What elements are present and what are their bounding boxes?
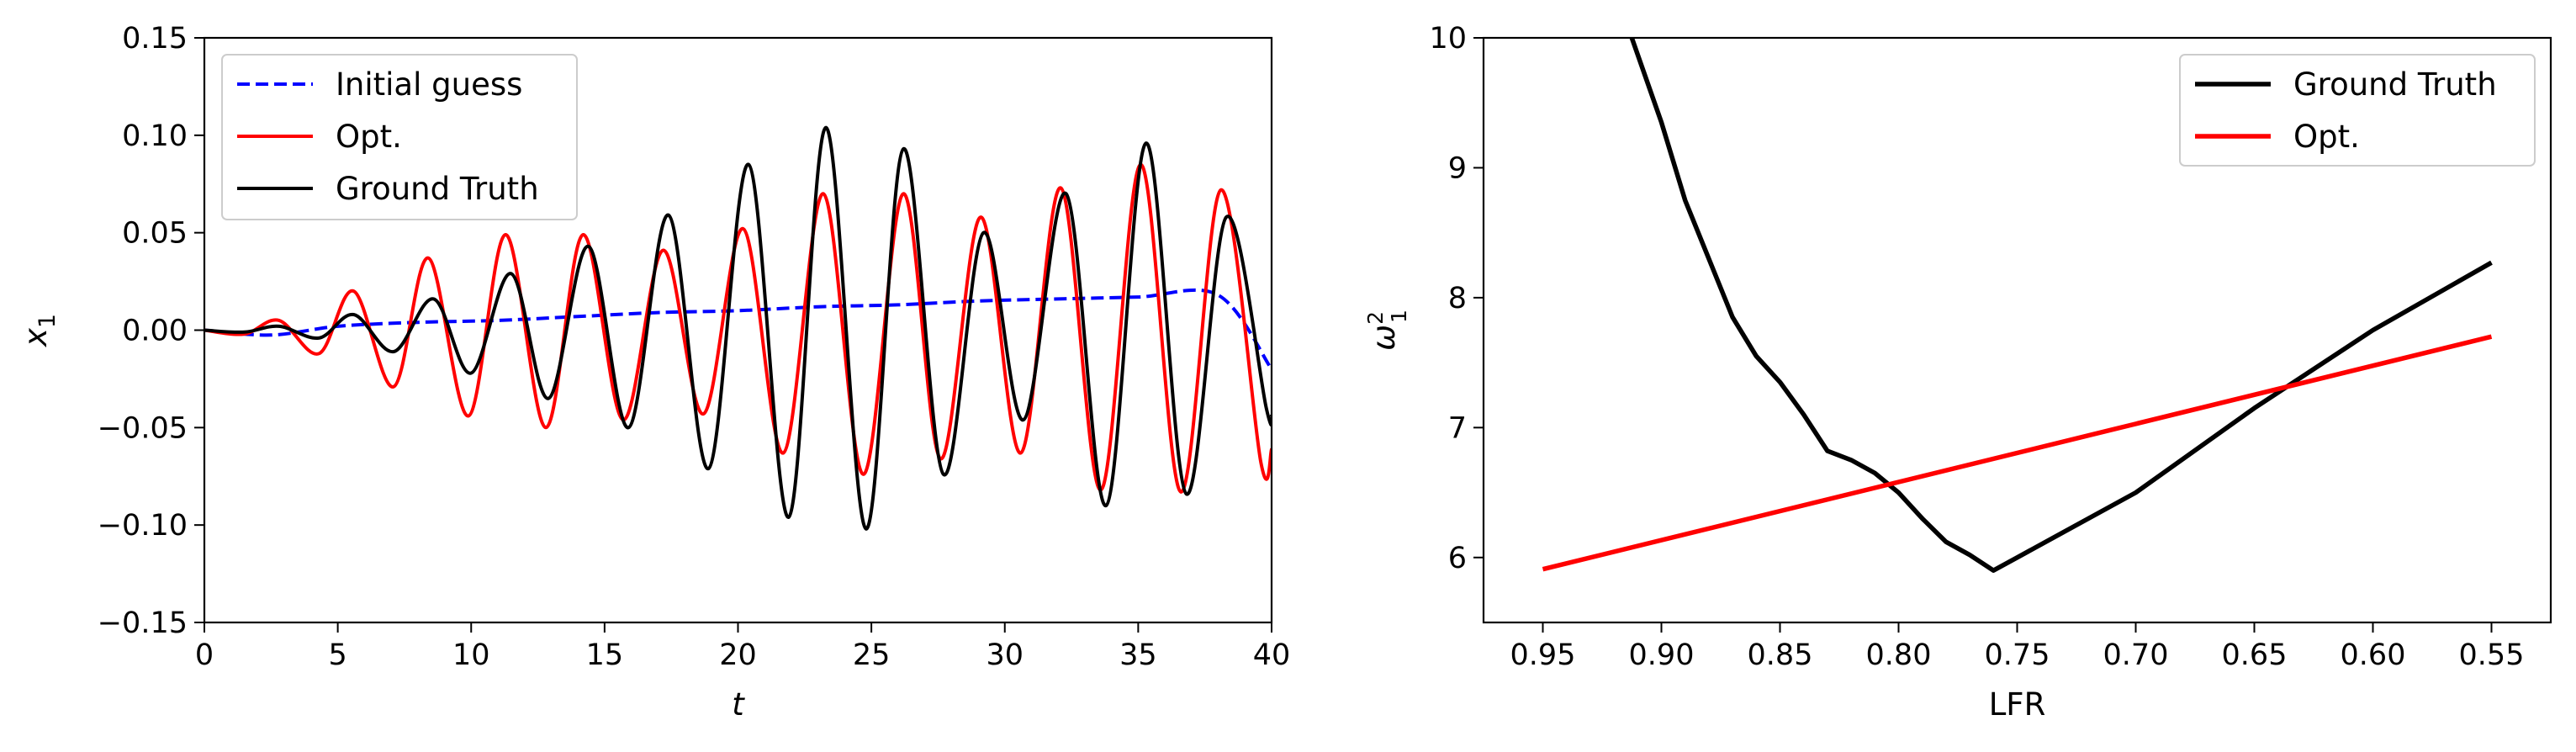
legend-entry-label: Opt. [336, 119, 402, 155]
x-axis-label: t [732, 686, 745, 723]
y-axis-label: x1 [18, 314, 61, 347]
legend: Ground Truth Opt. [2179, 54, 2536, 167]
x-tick-label: 0.85 [1748, 638, 1813, 672]
x-tick-label: 0.95 [1510, 638, 1576, 672]
x-axis-label: LFR [1989, 686, 2046, 723]
legend-entry-label: Ground Truth [336, 171, 539, 207]
y-tick-label: −0.10 [98, 509, 188, 543]
x-tick-label: 0.60 [2341, 638, 2406, 672]
x-tick-label: 35 [1119, 638, 1157, 672]
legend: Initial guess Opt. Ground Truth [221, 54, 578, 220]
x-tick-label: 0.65 [2222, 638, 2288, 672]
y-tick-label: 8 [1448, 282, 1467, 315]
y-axis-label-superscript: 2 [1363, 311, 1388, 325]
y-tick-label: 0.10 [122, 119, 188, 153]
legend-entry-label: Initial guess [336, 66, 522, 103]
y-tick-label: 10 [1429, 22, 1467, 56]
right-panel-frequency-plot: 0.95 0.90 0.85 0.80 0.75 0.70 0.65 0.60 0.55 10 9 8… [1363, 22, 2552, 723]
series-line-ground-truth [1629, 38, 2493, 573]
x-tick-label: 20 [719, 638, 757, 672]
x-tick-label: 0.75 [1985, 638, 2050, 672]
series-line-initial-guess [204, 288, 1272, 370]
y-tick-label: 0.00 [122, 315, 188, 348]
x-tick-label: 40 [1253, 638, 1291, 672]
y-tick-label: 7 [1448, 411, 1467, 445]
x-tick-label: 30 [986, 638, 1024, 672]
y-axis-label-subscript: 1 [1387, 310, 1411, 323]
x-tick-label: 0.70 [2103, 638, 2169, 672]
legend-entry-label: Ground Truth [2293, 66, 2497, 103]
y-axis-label: ω21 [1363, 310, 1411, 351]
y-tick-label: 6 [1448, 542, 1467, 575]
left-panel-oscillation-plot: 0 5 10 15 20 25 30 35 40 0.15 0.10 0.05 0.00 −0.05 −0.… [18, 22, 1290, 723]
series-line-opt [1542, 334, 2493, 572]
y-tick-label: 0.05 [122, 217, 188, 251]
x-tick-label: 25 [853, 638, 891, 672]
x-tick-label: 10 [452, 638, 490, 672]
x-tick-label: 15 [586, 638, 624, 672]
legend-frame [221, 54, 578, 220]
y-tick-label: −0.15 [98, 606, 188, 640]
y-tick-label: 0.15 [122, 22, 188, 56]
x-tick-label: 0 [195, 638, 214, 672]
series-group [204, 125, 1272, 531]
x-tick-label: 0.80 [1866, 638, 1932, 672]
x-tick-label: 5 [328, 638, 346, 672]
x-tick-label: 0.55 [2459, 638, 2525, 672]
series-line-ground-truth [204, 125, 1272, 531]
x-tick-label: 0.90 [1629, 638, 1695, 672]
y-axis-label-subscript: 1 [34, 314, 61, 328]
series-group [1542, 38, 2493, 573]
y-tick-label: −0.05 [98, 411, 188, 445]
legend-entry-label: Opt. [2293, 119, 2360, 155]
y-tick-label: 9 [1448, 151, 1467, 185]
y-axis-label-base: ω [1366, 325, 1402, 351]
y-axis-label-base: x [18, 327, 54, 347]
